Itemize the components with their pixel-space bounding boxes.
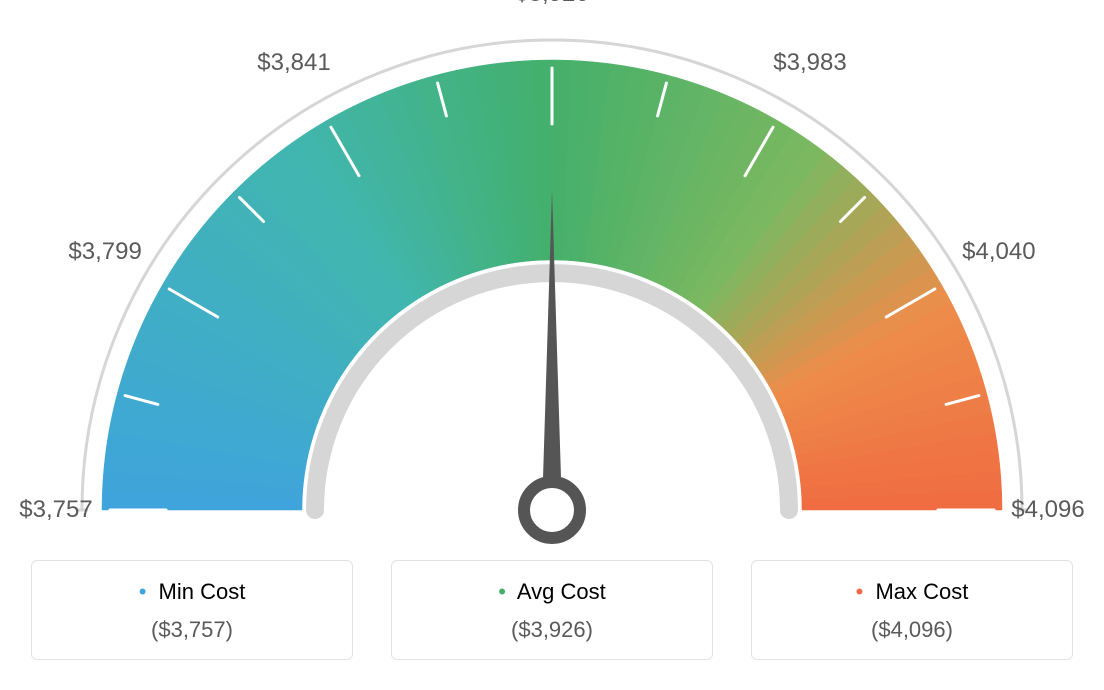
gauge-tick-label: $3,757 (19, 496, 92, 524)
legend-value-avg: ($3,926) (402, 617, 702, 643)
legend-card-avg: • Avg Cost ($3,926) (391, 560, 713, 660)
legend-title-min: • Min Cost (42, 579, 342, 605)
legend-dot-min: • (139, 579, 147, 604)
legend-label-max: Max Cost (875, 579, 968, 604)
gauge-tick-label: $3,799 (68, 238, 141, 266)
legend-value-max: ($4,096) (762, 617, 1062, 643)
gauge-tick-label: $4,040 (962, 238, 1035, 266)
gauge-tick-label: $3,841 (257, 49, 330, 77)
gauge-tick-label: $3,983 (773, 49, 846, 77)
legend-title-max: • Max Cost (762, 579, 1062, 605)
legend-dot-max: • (856, 579, 864, 604)
legend-dot-avg: • (498, 579, 506, 604)
legend-label-avg: Avg Cost (517, 579, 606, 604)
legend-card-max: • Max Cost ($4,096) (751, 560, 1073, 660)
legend-card-min: • Min Cost ($3,757) (31, 560, 353, 660)
legend: • Min Cost ($3,757) • Avg Cost ($3,926) … (0, 560, 1104, 660)
gauge-svg (0, 0, 1104, 560)
gauge-tick-label: $4,096 (1011, 496, 1084, 524)
legend-title-avg: • Avg Cost (402, 579, 702, 605)
legend-label-min: Min Cost (159, 579, 246, 604)
gauge-tick-label: $3,926 (515, 0, 588, 8)
gauge-chart: $3,757 $3,799 $3,841 $3,926 $3,983 $4,040 $4,0… (0, 0, 1104, 540)
legend-value-min: ($3,757) (42, 617, 342, 643)
